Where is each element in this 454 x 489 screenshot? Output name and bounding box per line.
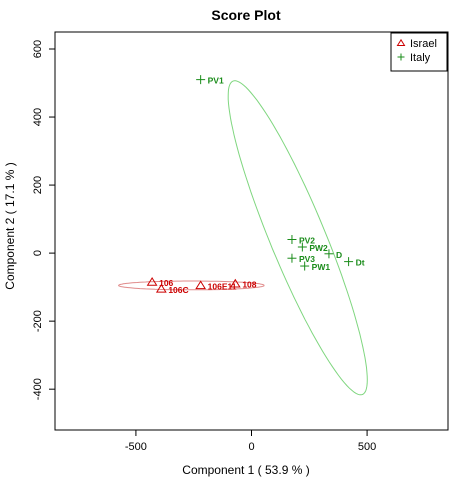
plot-frame: [54, 31, 449, 431]
point-label-106: 106: [159, 278, 173, 288]
x-tick-label: -500: [125, 441, 147, 453]
x-tick-label: 0: [248, 441, 254, 453]
y-tick-label: 0: [32, 250, 44, 256]
plus-marker-pw1: [300, 261, 310, 271]
point-label-pv1: PV1: [208, 76, 224, 86]
legend-entry-israel: Israel: [410, 38, 437, 50]
x-axis-label: Component 1 ( 53.9 % ): [182, 463, 309, 477]
triangle-marker-106c: [155, 283, 167, 293]
x-axis: -500 0 500: [125, 430, 376, 453]
legend-box: [390, 32, 448, 72]
point-label-106e11: 106E11: [208, 281, 237, 291]
ellipse-italy: [227, 80, 368, 396]
y-tick-label: -200: [32, 310, 44, 332]
plus-marker-dt: [344, 257, 354, 267]
plus-marker-pv2: [287, 235, 297, 245]
y-tick-label: 400: [32, 108, 44, 126]
point-label-pv3: PV3: [299, 254, 315, 264]
plus-marker-pv1: [196, 75, 206, 85]
chart-title: Score Plot: [211, 7, 281, 23]
y-axis: -400 -200 0 200 400 600: [32, 40, 55, 400]
confidence-ellipses: [118, 80, 368, 396]
point-label-d: D: [336, 250, 342, 260]
point-label-pw1: PW1: [312, 262, 331, 272]
legend: Israel Italy: [390, 32, 448, 72]
plus-icon: [397, 53, 405, 61]
triangle-marker-106e11: [195, 280, 207, 290]
point-label-dt: Dt: [356, 258, 365, 268]
x-tick-label: 500: [358, 441, 376, 453]
point-label-106c: 106C: [168, 285, 188, 295]
y-axis-label: Component 2 ( 17.1 % ): [3, 162, 17, 289]
y-tick-label: 600: [32, 40, 44, 58]
point-label-pv2: PV2: [299, 236, 315, 246]
legend-entry-italy: Italy: [410, 52, 431, 64]
point-label-pw2: PW2: [309, 243, 328, 253]
plus-marker-d: [324, 249, 334, 259]
triangle-icon: [396, 38, 406, 47]
y-tick-label: 200: [32, 176, 44, 194]
plus-marker-pw2: [297, 242, 307, 252]
ellipse-israel: [118, 280, 265, 291]
point-label-108: 108: [242, 280, 256, 290]
triangle-marker-108: [229, 278, 241, 288]
plus-marker-pv3: [287, 253, 297, 263]
y-tick-label: -400: [32, 378, 44, 400]
triangle-marker-106: [146, 277, 158, 286]
